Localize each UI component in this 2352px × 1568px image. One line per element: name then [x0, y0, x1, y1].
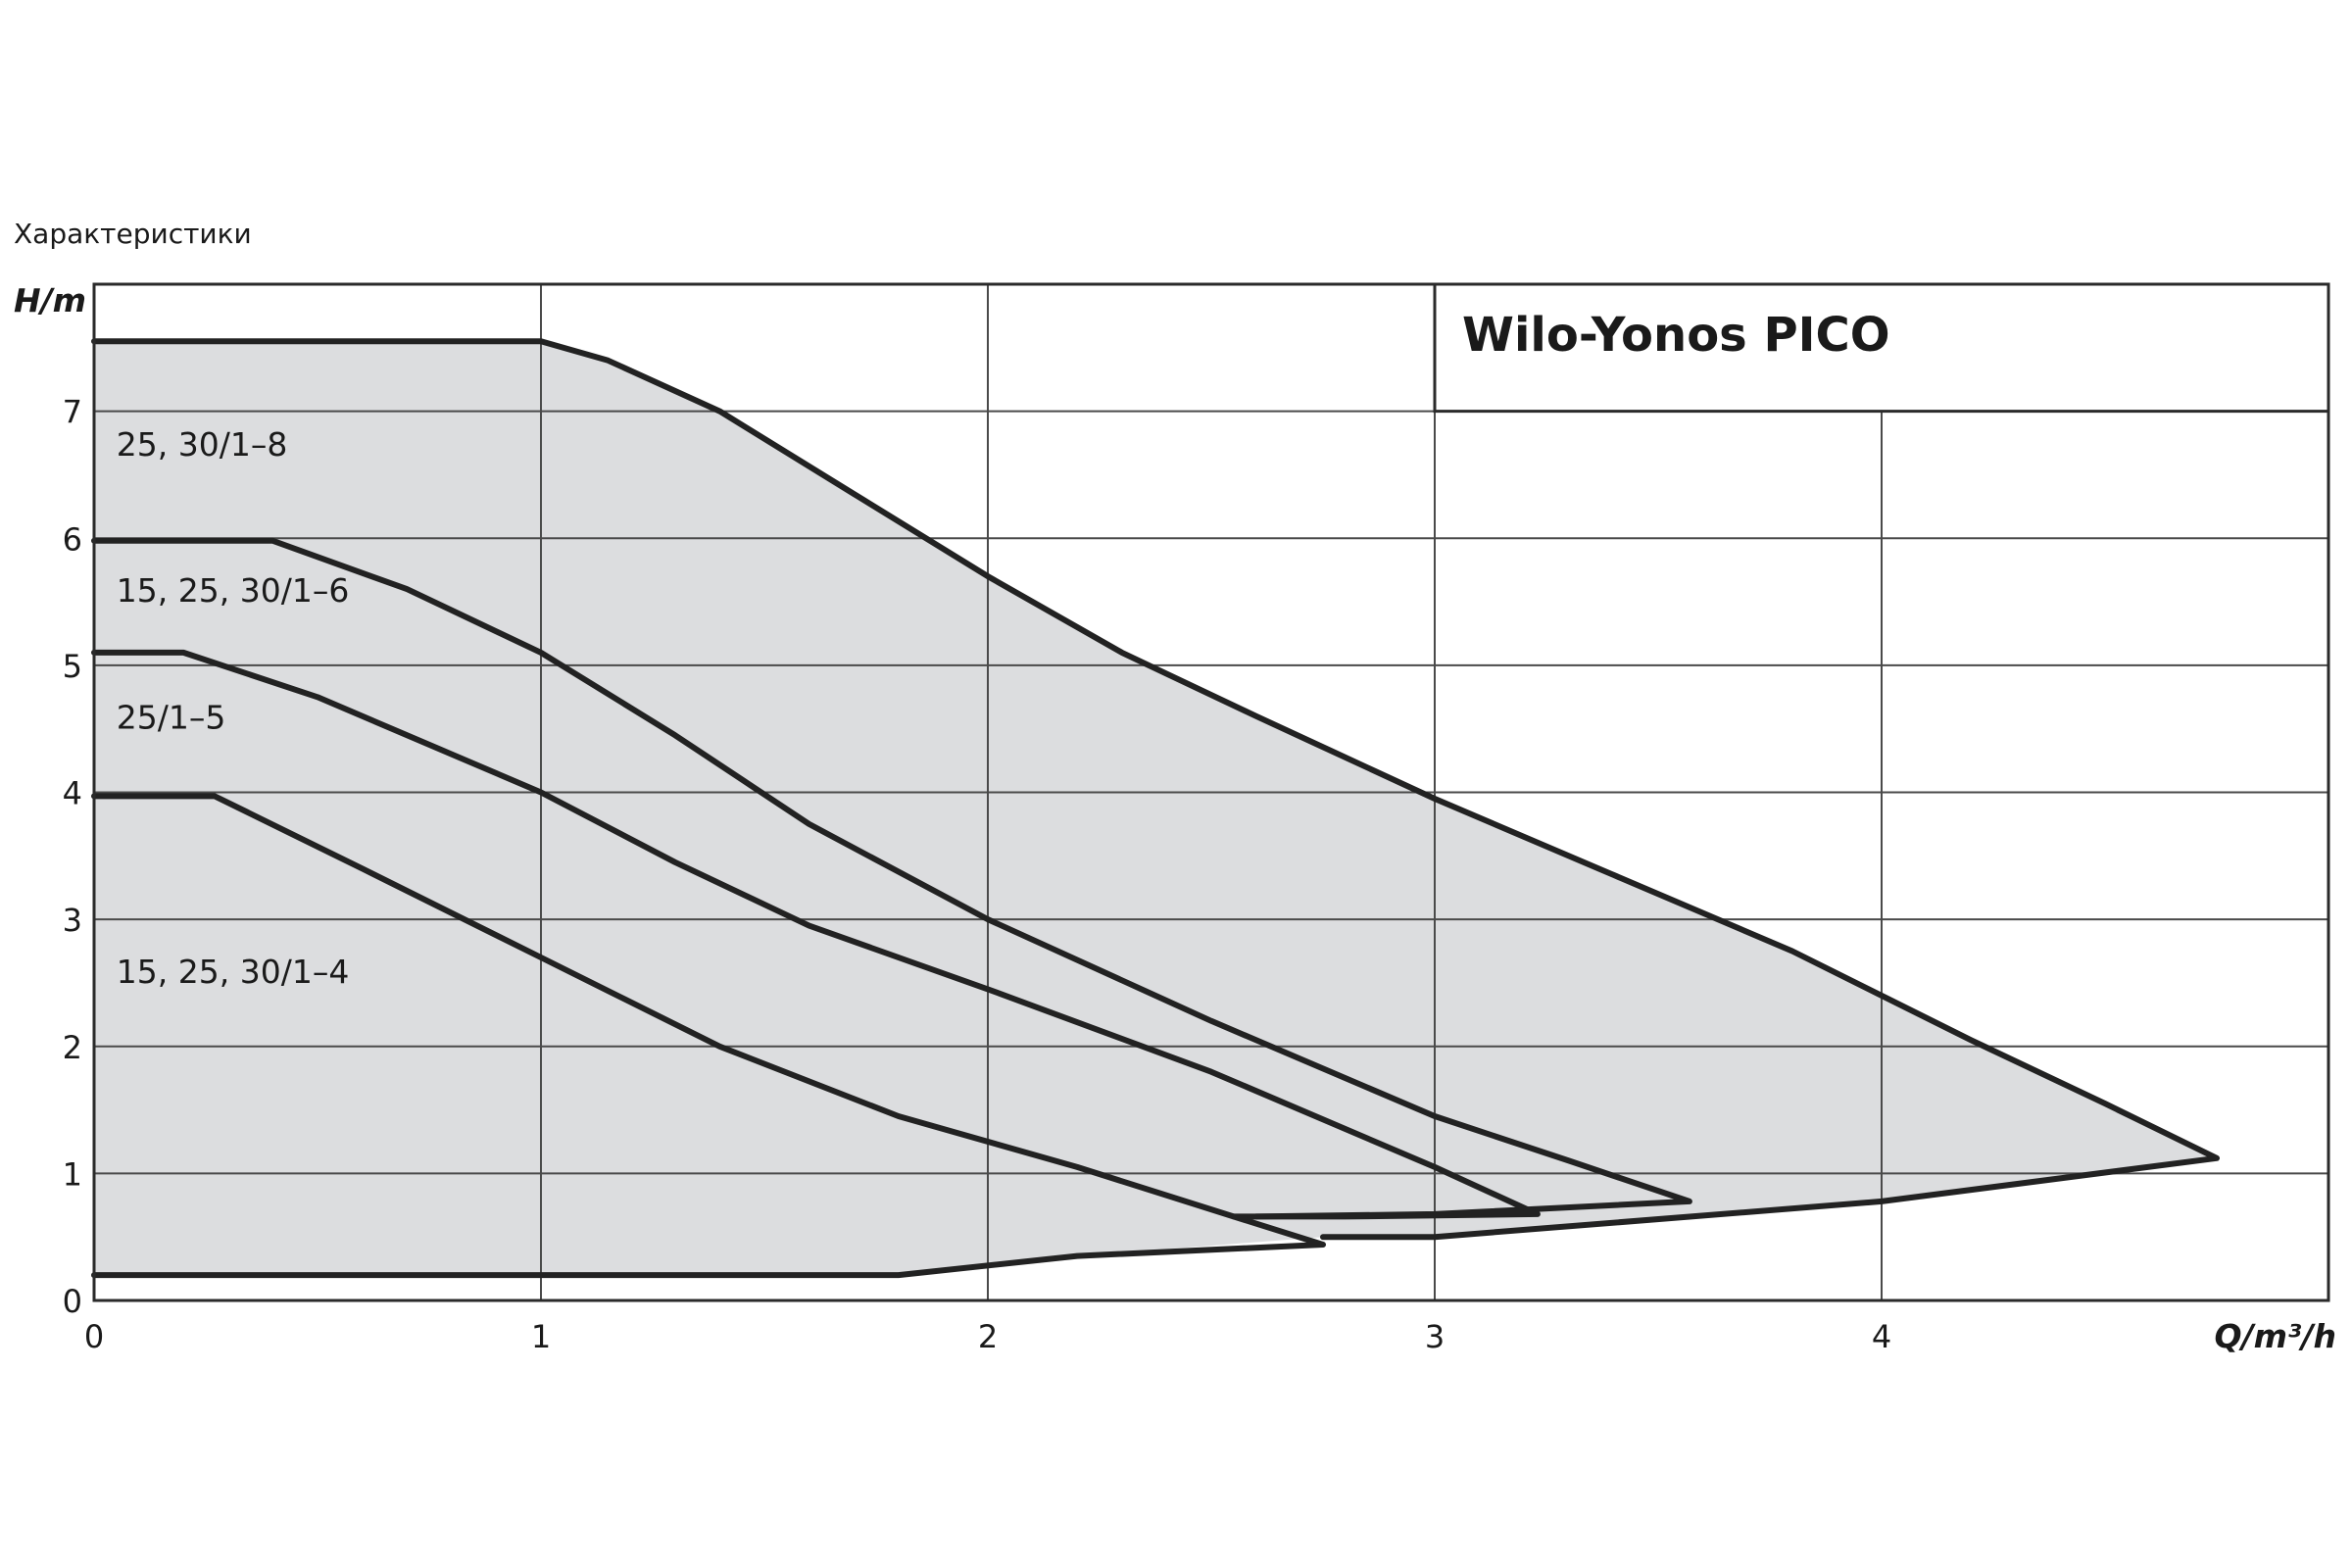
y-tick-label: 1 — [63, 1155, 82, 1193]
x-tick-label: 0 — [84, 1318, 104, 1355]
x-tick-label: 2 — [978, 1318, 998, 1355]
plot-frame — [92, 282, 2330, 1302]
x-tick-label: 1 — [531, 1318, 551, 1355]
series-curve-4 — [91, 793, 1326, 1279]
operating-area-fill — [94, 341, 2217, 1300]
series-curves — [91, 338, 2220, 1279]
y-tick-label: 4 — [63, 775, 82, 812]
y-tick-label: 0 — [63, 1283, 82, 1320]
series-label-1: 25, 30/1–8 — [117, 425, 288, 464]
x-tick-label: 3 — [1425, 1318, 1445, 1355]
chart-title-box — [1433, 282, 2330, 414]
y-tick-label: 2 — [63, 1029, 82, 1066]
y-tick-label: 7 — [63, 394, 82, 431]
chart-title: Wilo-Yonos PICO — [1462, 308, 1890, 363]
y-tick-label: 3 — [63, 902, 82, 939]
series-label-4: 15, 25, 30/1–4 — [117, 953, 350, 991]
series-label-3: 25/1–5 — [117, 699, 226, 737]
y-axis-label: H/m — [14, 281, 86, 319]
series-label-2: 15, 25, 30/1–6 — [117, 571, 350, 610]
series-curve-3 — [91, 649, 1541, 1220]
chart-caption: Характеристики — [14, 218, 252, 250]
series-labels: 25, 30/1–8 15, 25, 30/1–6 25/1–5 15, 25, 30… — [117, 425, 350, 991]
y-tick-label: 6 — [63, 520, 82, 558]
series-curve-2 — [91, 537, 1692, 1220]
x-axis-label: Q/m³/h — [2215, 1317, 2337, 1355]
x-tick-label: 4 — [1872, 1318, 1891, 1355]
series-curve-1 — [91, 338, 2220, 1241]
axis-ticks: 0 1 2 3 4 0 1 2 3 4 5 6 7 — [63, 394, 1892, 1355]
y-tick-label: 5 — [63, 648, 82, 685]
